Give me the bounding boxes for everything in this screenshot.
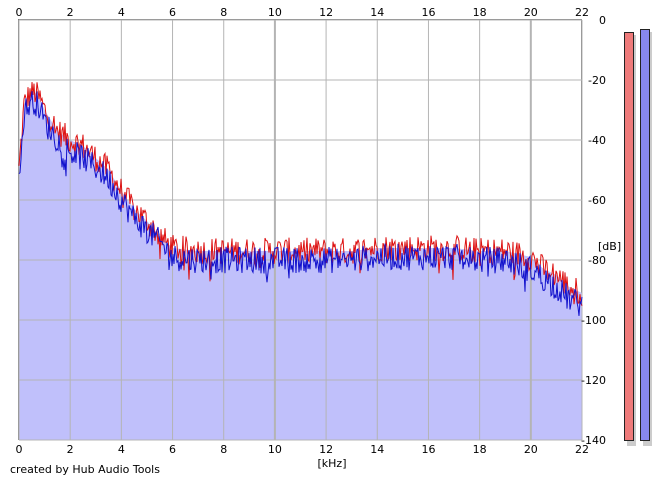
x-tick-label-bottom: 22 — [575, 443, 589, 456]
x-tick-label-bottom: 4 — [118, 443, 125, 456]
x-tick-label-bottom: 20 — [524, 443, 538, 456]
x-tick-label-top: 16 — [421, 6, 435, 19]
y-tick-label: 0 — [599, 14, 606, 27]
y-tick-label: -40 — [588, 134, 606, 147]
x-tick-label-top: 10 — [268, 6, 282, 19]
x-tick-label-top: 8 — [220, 6, 227, 19]
x-tick-label-top: 6 — [169, 6, 176, 19]
x-tick-label-top: 20 — [524, 6, 538, 19]
x-tick-label-top: 2 — [67, 6, 74, 19]
x-tick-label-bottom: 16 — [421, 443, 435, 456]
y-axis-label: [dB] — [598, 240, 621, 253]
y-tick-label: -100 — [581, 314, 606, 327]
y-tick-label: -20 — [588, 74, 606, 87]
x-axis-label: [kHz] — [318, 457, 347, 470]
series-line-2 — [18, 91, 583, 316]
series-layer — [18, 82, 583, 316]
x-tick-label-top: 14 — [370, 6, 384, 19]
level-meter-2 — [640, 29, 650, 441]
level-meter-1 — [624, 32, 634, 441]
x-tick-label-top: 22 — [575, 6, 589, 19]
x-tick-label-bottom: 10 — [268, 443, 282, 456]
x-tick-label-top: 18 — [473, 6, 487, 19]
tick-label-layer: 002244668810101212141416161818202022220-… — [16, 6, 607, 456]
x-tick-label-bottom: 8 — [220, 443, 227, 456]
y-tick-label: -120 — [581, 374, 606, 387]
x-tick-label-bottom: 6 — [169, 443, 176, 456]
x-tick-label-bottom: 18 — [473, 443, 487, 456]
x-tick-label-top: 12 — [319, 6, 333, 19]
x-tick-label-top: 4 — [118, 6, 125, 19]
x-tick-label-bottom: 2 — [67, 443, 74, 456]
y-tick-label: -80 — [588, 254, 606, 267]
y-tick-label: -60 — [588, 194, 606, 207]
credit-text: created by Hub Audio Tools — [10, 463, 160, 476]
y-tick-label: -140 — [581, 434, 606, 447]
x-tick-label-bottom: 12 — [319, 443, 333, 456]
x-tick-label-bottom: 0 — [16, 443, 23, 456]
x-tick-label-bottom: 14 — [370, 443, 384, 456]
level-meters — [624, 29, 652, 446]
x-tick-label-top: 0 — [16, 6, 23, 19]
